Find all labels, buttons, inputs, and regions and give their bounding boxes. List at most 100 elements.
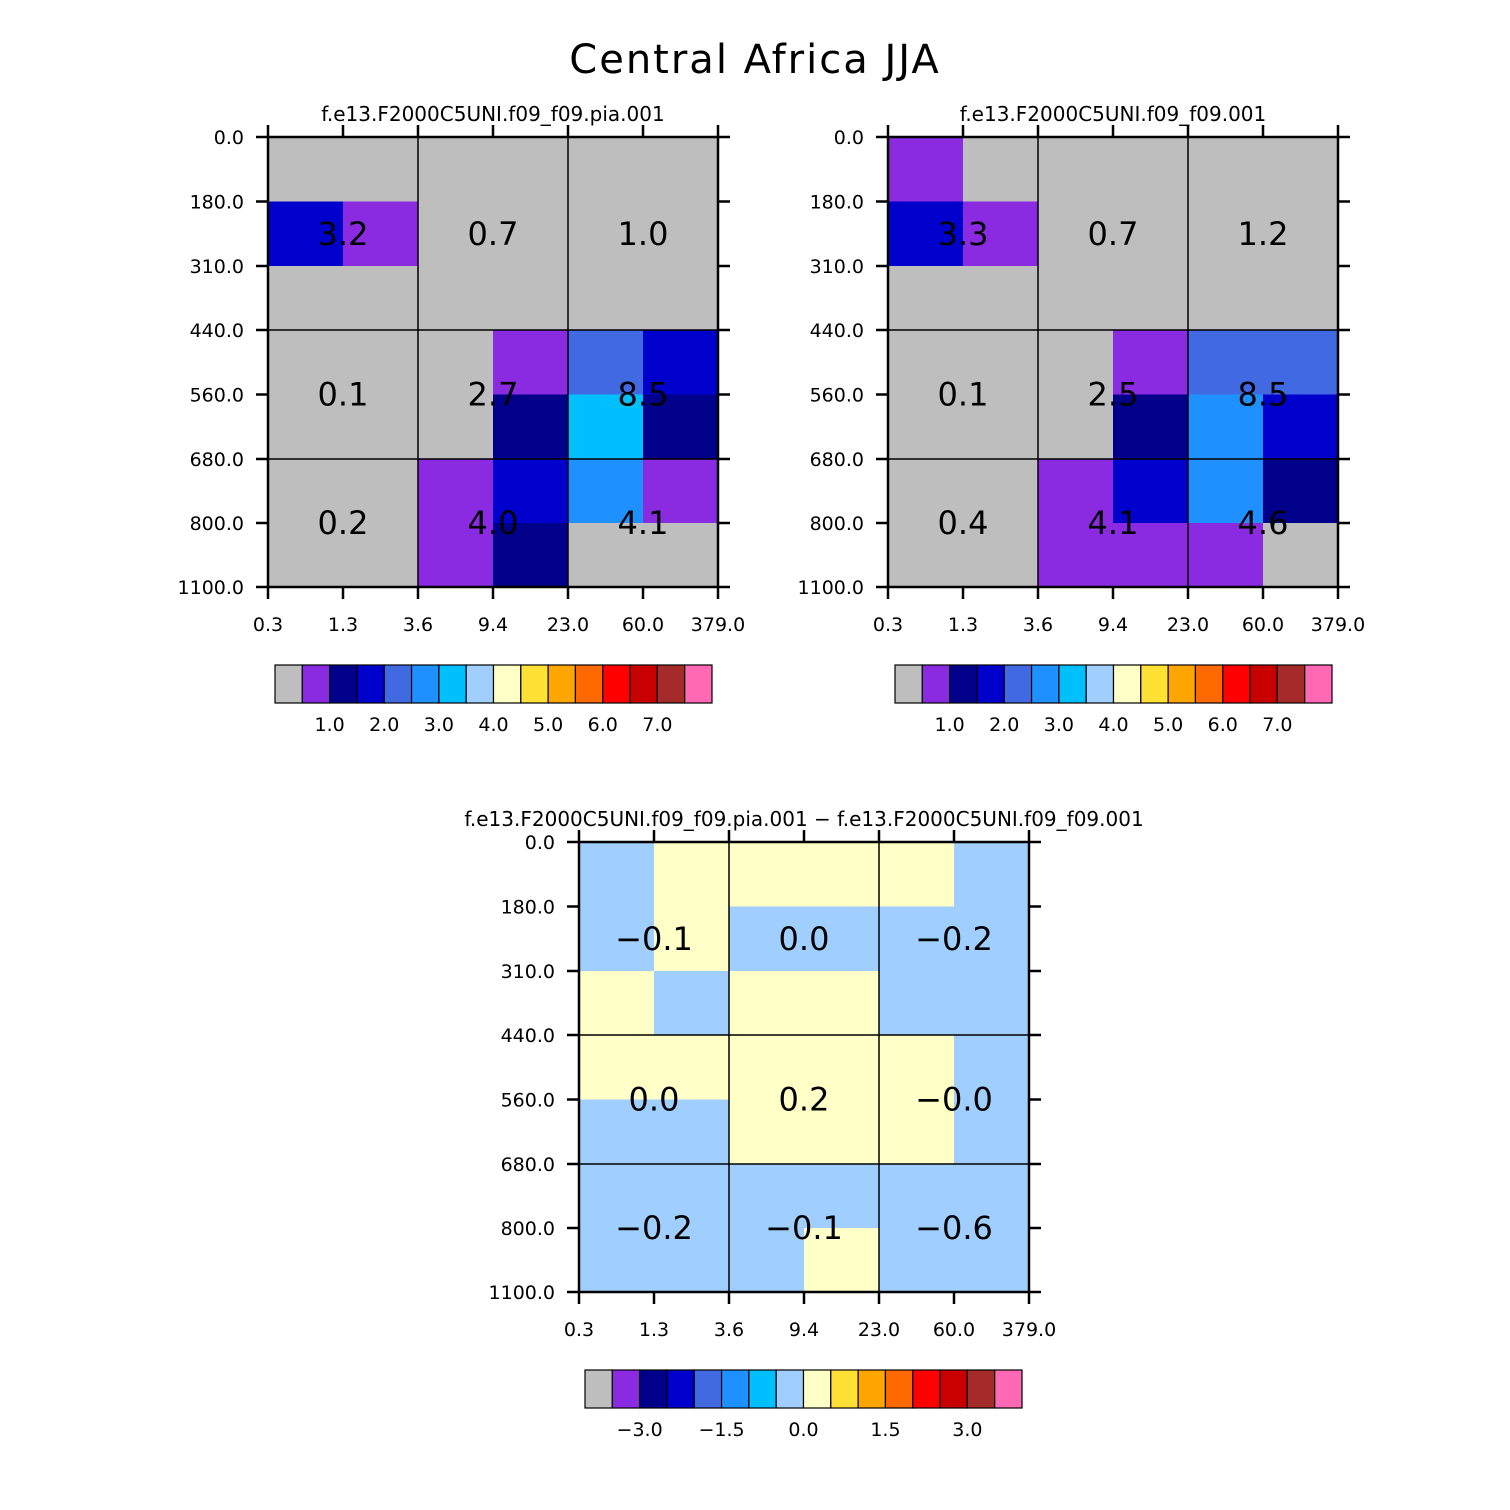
heatmap-cell [343,459,419,524]
colorbar-label: 1.0 [935,714,965,736]
box-value-label: 4.0 [468,504,519,542]
y-tick-label: 680.0 [810,449,864,471]
heatmap-cell [418,459,494,524]
colorbar-box [274,664,303,704]
x-tick-label: 0.3 [253,614,283,636]
heatmap-cell [804,971,880,1036]
colorbar-label: 2.0 [369,714,399,736]
panel-title: f.e13.F2000C5UNI.f09_f09.001 [960,102,1267,126]
colorbar-label: 3.0 [1044,714,1074,736]
x-tick-label: 0.3 [873,614,903,636]
heatmap-cell [879,906,955,972]
x-tick-label: 9.4 [789,1319,819,1341]
heatmap-cell [1038,394,1114,460]
y-tick-label: 180.0 [501,897,555,919]
colorbar-box [912,1369,941,1409]
colorbar-box [775,1369,805,1409]
heatmap-cell [804,1099,880,1165]
box-value-label: −0.2 [615,1209,693,1247]
heatmap-cell [418,523,494,588]
heatmap-cell [1188,523,1264,588]
heatmap-cell [568,201,644,267]
y-tick-label: 0.0 [834,127,864,149]
colorbar-box [356,664,385,704]
heatmap-cell [954,842,1030,907]
colorbar-box [830,1369,859,1409]
colorbar-box [602,664,631,704]
colorbar-box [857,1369,887,1409]
heatmap-cell [1188,266,1264,331]
x-tick-label: 1.3 [639,1319,669,1341]
heatmap-cell [888,266,964,331]
colorbar-box [1030,664,1060,704]
colorbar-label: 7.0 [1262,714,1292,736]
colorbar-box [1276,664,1306,704]
box-value-label: 4.1 [1088,504,1139,542]
heatmap-cell [1113,137,1189,202]
y-tick-label: 310.0 [190,256,244,278]
heatmap-cell [643,394,719,460]
heatmap-cell [493,137,569,202]
y-tick-label: 800.0 [190,513,244,535]
box-value-label: 1.0 [618,215,669,253]
y-tick-label: 0.0 [214,127,244,149]
heatmap-cell [729,1164,805,1229]
heatmap-cell [954,906,1030,972]
heatmap-cell [643,459,719,524]
colorbar-box [802,1369,832,1409]
box-value-label: 0.7 [1088,215,1139,253]
panel-title: f.e13.F2000C5UNI.f09_f09.pia.001 − f.e13… [464,807,1143,831]
y-tick-label: 1100.0 [798,577,864,599]
y-tick-label: 180.0 [810,192,864,214]
heatmap-panel-2: 3.3 0.7 1.2 0.1 2.5 8.5 0.4 4.1 4.6 f.e13.F2000C5… [798,102,1366,736]
heatmap-cell [1113,266,1189,331]
colorbar-box [693,1369,723,1409]
heatmap-cell [493,394,569,460]
x-tick-label: 9.4 [478,614,508,636]
heatmap-cell [268,394,344,460]
heatmap-cell [579,1099,655,1165]
colorbar-label: 3.0 [952,1419,982,1441]
box-value-label: 0.1 [938,376,989,414]
panel-title: f.e13.F2000C5UNI.f09_f09.pia.001 [321,102,664,126]
heatmap-cell [1038,330,1114,395]
heatmap-cell [493,266,569,331]
x-tick-label: 60.0 [1242,614,1284,636]
y-tick-label: 310.0 [501,961,555,983]
heatmap-cell [568,266,644,331]
heatmap-cell [1263,201,1339,267]
colorbar-box [1003,664,1033,704]
box-value-label: 0.2 [318,504,369,542]
y-tick-label: 560.0 [501,1090,555,1112]
box-value-label: 0.4 [938,504,989,542]
heatmap-panel-3: −0.1 0.0 −0.2 0.0 0.2 −0.0 −0.2 −0.1 −0.6 f.e13.F… [464,807,1143,1441]
colorbar-box [465,664,495,704]
colorbar-label: 4.0 [1098,714,1128,736]
heatmap-cell [879,971,955,1036]
colorbar-box [720,1369,750,1409]
box-value-label: 3.2 [318,215,369,253]
colorbar-box [1058,664,1087,704]
x-tick-label: 1.3 [948,614,978,636]
heatmap-cell [879,1099,955,1165]
colorbar-box [949,664,978,704]
heatmap-cell [493,523,569,588]
box-value-label: −0.0 [915,1081,993,1119]
heatmap-cell [268,266,344,331]
heatmap-cell [268,459,344,524]
colorbar-box [1194,664,1224,704]
heatmap-cell [954,1164,1030,1229]
colorbar: −3.0 −1.5 0.0 1.5 3.0 [584,1369,1023,1441]
colorbar-box [438,664,467,704]
heatmap-panel-1: 3.2 0.7 1.0 0.1 2.7 8.5 0.2 4.0 4.1 f.e13.F2000C5… [178,102,746,736]
x-tick-label: 3.6 [714,1319,744,1341]
heatmap-cell [568,330,644,395]
heatmap-cell [879,842,955,907]
colorbar-box [301,664,331,704]
heatmap-cell [568,459,644,524]
heatmap-cell [343,266,419,331]
heatmap-cell [1038,459,1114,524]
x-tick-label: 379.0 [691,614,745,636]
heatmap-cell [654,1099,730,1165]
y-tick-label: 800.0 [810,513,864,535]
